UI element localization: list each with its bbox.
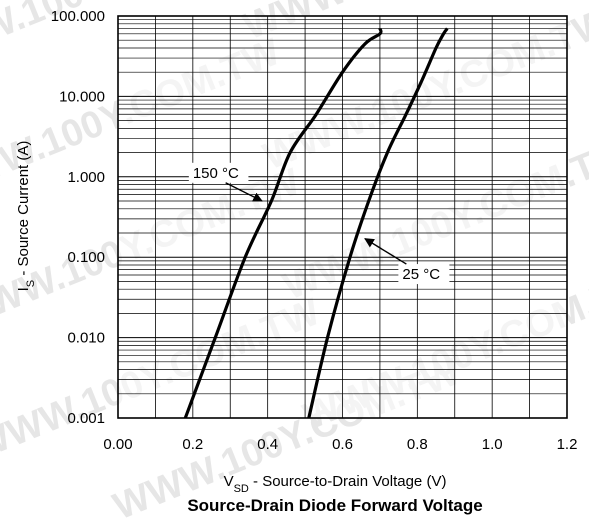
- plot-frame: [117, 15, 568, 419]
- annotation-150c: 150 °C: [188, 162, 263, 202]
- annotation-text: 150 °C: [193, 165, 239, 182]
- annotation-bg: [188, 162, 249, 183]
- x-tick-labels: 0.00 0.2 0.4 0.6 0.8 1.0 1.2: [103, 436, 577, 453]
- y-tick-label: 0.100: [67, 249, 105, 266]
- annotation-bg: [398, 264, 450, 285]
- series-line-25c: [307, 27, 449, 419]
- x-axis-label: VSD - Source-to-Drain Voltage (V): [224, 473, 447, 495]
- y-axis-label-sub: S: [25, 280, 37, 287]
- x-axis-label-sub: SD: [234, 483, 249, 495]
- annotation-arrow: [225, 182, 263, 202]
- y-tick-label: 10.000: [59, 88, 105, 105]
- y-tick-labels: 0.001 0.010 0.100 1.000 10.000 100.000: [51, 8, 105, 427]
- annotation-text: 25 °C: [402, 266, 440, 283]
- x-tick-label: 1.0: [482, 436, 503, 453]
- chart-title: Source-Drain Diode Forward Voltage: [187, 496, 482, 515]
- y-tick-label: 0.001: [67, 410, 105, 427]
- series-line-150c: [183, 28, 383, 419]
- y-tick-label: 100.000: [51, 8, 105, 25]
- x-tick-label: 0.8: [407, 436, 428, 453]
- y-tick-label: 0.010: [67, 330, 105, 347]
- x-tick-label: 0.00: [103, 436, 132, 453]
- annotation-25c: 25 °C: [364, 238, 450, 285]
- y-axis-label: IS - Source Current (A): [15, 141, 37, 292]
- series-layer: [183, 27, 449, 419]
- x-tick-label: 1.2: [557, 436, 578, 453]
- x-tick-label: 0.6: [332, 436, 353, 453]
- grid: [118, 16, 567, 419]
- annotations: 150 °C 25 °C: [188, 162, 450, 285]
- y-axis-label-rest: - Source Current (A): [15, 141, 32, 280]
- x-axis-label-rest: - Source-to-Drain Voltage (V): [249, 473, 447, 490]
- x-tick-label: 0.4: [257, 436, 278, 453]
- y-tick-label: 1.000: [67, 169, 105, 186]
- annotation-arrow: [364, 238, 407, 265]
- x-tick-label: 0.2: [182, 436, 203, 453]
